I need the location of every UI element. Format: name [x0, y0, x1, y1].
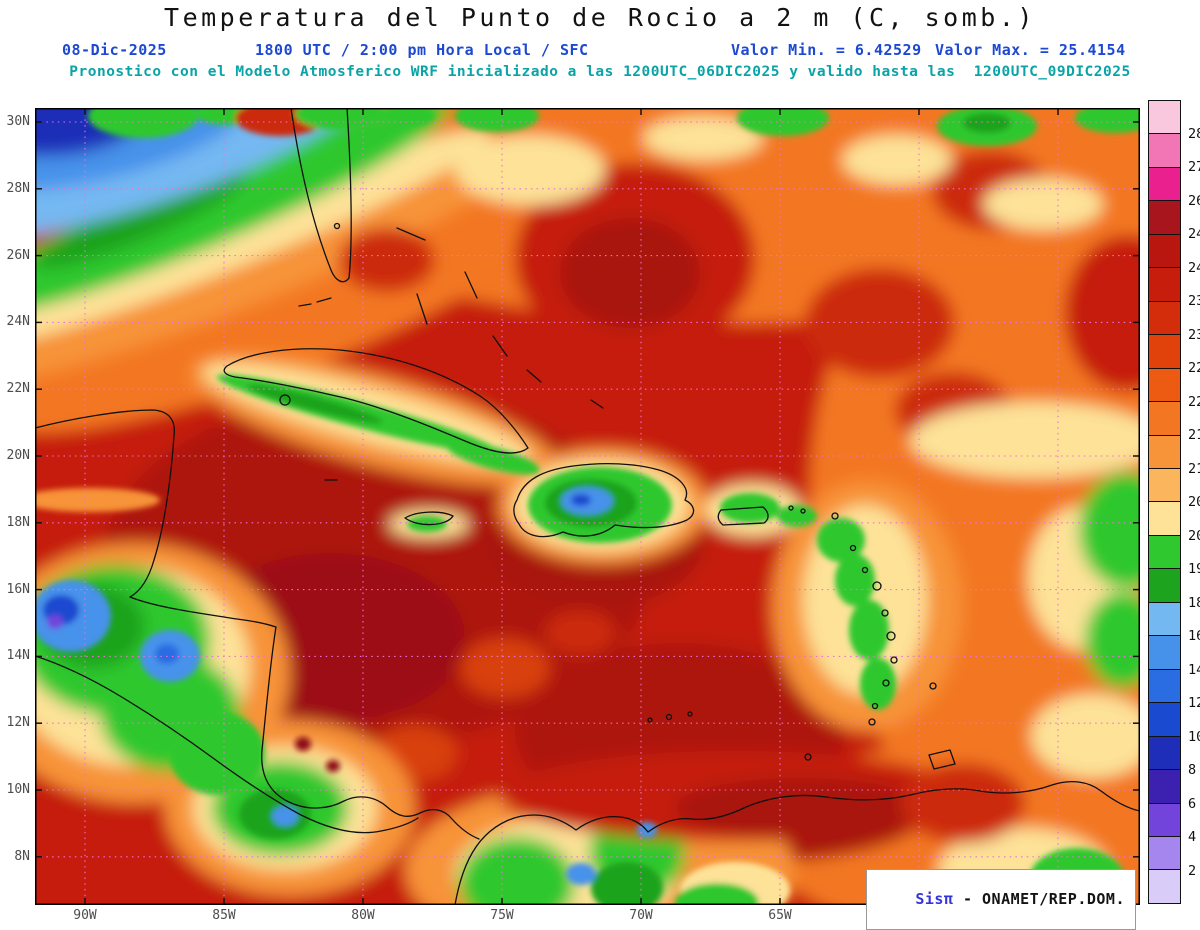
colorbar-label: 12	[1188, 695, 1200, 711]
lon-label: 80W	[351, 908, 375, 923]
colorbar-cell	[1149, 134, 1180, 168]
lat-label: 16N	[6, 581, 30, 597]
lon-label: 75W	[490, 908, 514, 923]
colorbar-label: 2	[1188, 862, 1197, 879]
lat-label: 14N	[6, 648, 30, 664]
colorbar-label: 22.5	[1188, 360, 1200, 376]
colorbar-label: 28	[1188, 125, 1200, 142]
colorbar-cell	[1149, 468, 1180, 503]
colorbar-cell	[1149, 836, 1180, 871]
lat-label: 18N	[6, 514, 30, 530]
coastline-bahamas	[396, 227, 604, 409]
coastline-central-america	[35, 409, 480, 840]
colorbar-label: 21	[1188, 460, 1200, 477]
lat-label: 24N	[6, 314, 30, 330]
colorbar-label: 18	[1188, 594, 1200, 611]
colorbar-cell	[1149, 535, 1180, 570]
colorbar-cell	[1149, 502, 1180, 536]
lon-label: 65W	[768, 908, 792, 923]
colorbar-cell	[1149, 803, 1180, 837]
colorbar-label: 21.5	[1188, 427, 1200, 443]
header-meta: 08-Dic-2025 1800 UTC / 2:00 pm Hora Loca…	[0, 41, 1200, 61]
coastline-south-america	[454, 780, 1140, 905]
colorbar-cell	[1149, 435, 1180, 469]
coastline-trinidad	[928, 749, 956, 770]
colorbar-cell	[1149, 301, 1180, 336]
colorbar-cell	[1149, 167, 1180, 202]
colorbar-cell	[1149, 402, 1180, 436]
coastline-cuba	[223, 348, 529, 454]
coastline-florida	[290, 108, 352, 283]
colorbar-label: 4	[1188, 829, 1197, 845]
colorbar-cell	[1149, 569, 1180, 603]
lat-label: 12N	[6, 715, 30, 731]
colorbar-cell	[1149, 335, 1180, 369]
max-value-label: Valor Max. = 25.4154	[935, 41, 1126, 59]
colorbar-cell	[1149, 101, 1180, 135]
model-info-line: Pronostico con el Modelo Atmosferico WRF…	[69, 64, 1131, 80]
colorbar-cell	[1149, 602, 1180, 637]
lon-label: 90W	[73, 908, 97, 923]
colorbar-label: 24.5	[1188, 226, 1200, 242]
colorbar-cell	[1149, 669, 1180, 704]
colorbar-label: 10	[1188, 728, 1200, 745]
coastline-jamaica	[404, 511, 454, 526]
contour-detail-layer	[35, 108, 1140, 905]
valid-time: 1800 UTC / 2:00 pm Hora Local / SFC	[255, 41, 589, 59]
colorbar-cell	[1149, 268, 1180, 302]
lat-label: 22N	[6, 381, 30, 397]
colorbar	[1148, 100, 1181, 904]
lon-label: 70W	[629, 908, 653, 923]
colorbar-label: 6	[1188, 795, 1197, 812]
colorbar-cell	[1149, 368, 1180, 403]
lat-label: 8N	[14, 848, 30, 864]
colorbar-label: 16	[1188, 628, 1200, 644]
colorbar-cell	[1149, 703, 1180, 737]
colorbar-label: 20.5	[1188, 494, 1200, 510]
colorbar-cell	[1149, 870, 1180, 903]
colorbar-label: 20	[1188, 527, 1200, 544]
lat-label: 28N	[6, 180, 30, 196]
colorbar-label: 8	[1188, 762, 1197, 778]
watermark: Sisπ - ONAMET/REP.DOM.	[866, 869, 1136, 930]
colorbar-cell	[1149, 770, 1180, 804]
coastline-hispaniola	[513, 463, 695, 538]
colorbar-label: 24	[1188, 259, 1200, 276]
min-value-label: Valor Min. = 6.42529	[731, 41, 922, 59]
colorbar-label: 14	[1188, 661, 1200, 678]
watermark-text: - ONAMET/REP.DOM.	[953, 890, 1125, 908]
coastline-pacific	[35, 655, 419, 834]
coastlines	[35, 108, 1140, 905]
coastline-puerto-rico	[717, 506, 769, 526]
colorbar-cell	[1149, 201, 1180, 235]
colorbar-label: 23.5	[1188, 293, 1200, 309]
map-area	[35, 108, 1140, 905]
colorbar-label: 27	[1188, 159, 1200, 175]
lat-label: 26N	[6, 247, 30, 263]
map-title: Temperatura del Punto de Rocio a 2 m (C,…	[164, 3, 1036, 32]
colorbar-cell	[1149, 636, 1180, 670]
colorbar-label: 22	[1188, 393, 1200, 410]
colorbar-label: 26	[1188, 192, 1200, 209]
valid-date: 08-Dic-2025	[62, 41, 167, 59]
colorbar-label: 23	[1188, 326, 1200, 343]
map-frame	[35, 108, 1140, 905]
lon-label: 85W	[212, 908, 236, 923]
colorbar-cell	[1149, 234, 1180, 269]
map-svg	[35, 108, 1140, 905]
colorbar-cell	[1149, 736, 1180, 771]
lat-label: 20N	[6, 448, 30, 463]
colorbar-label: 19	[1188, 561, 1200, 577]
watermark-brand: Sisπ	[915, 890, 954, 908]
lat-label: 30N	[6, 114, 30, 129]
lat-label: 10N	[6, 782, 30, 797]
